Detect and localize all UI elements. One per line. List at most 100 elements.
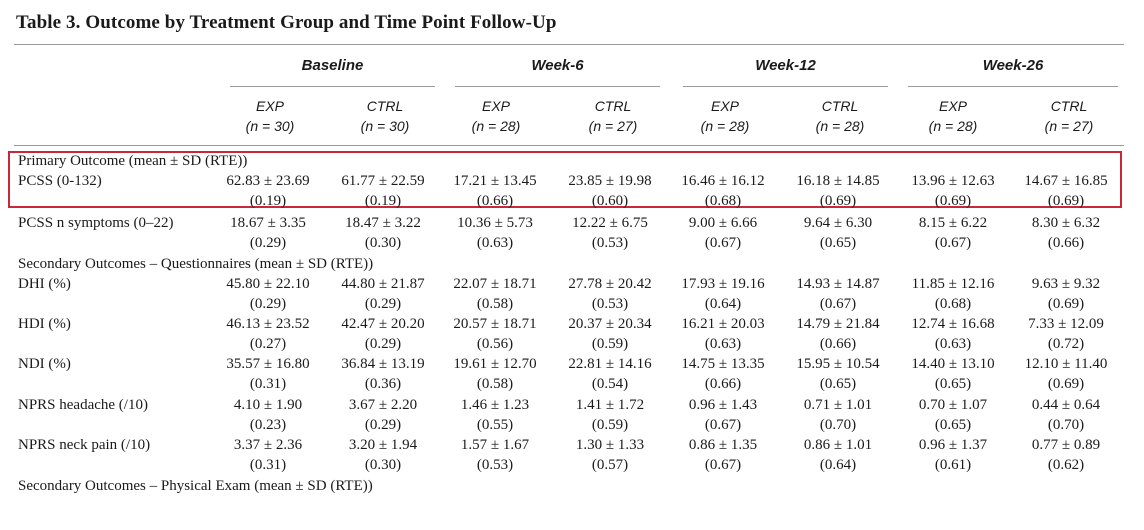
cell-rte: (0.63) [476,235,514,251]
highlight-box [8,151,1122,208]
cell-rte: (0.53) [476,457,514,473]
cell-value: 0.77 ± 0.89 [1031,437,1101,453]
cell-value: 23.85 ± 19.98 [568,173,652,189]
cell-rte: (0.36) [364,376,402,392]
cell-value: 8.30 ± 6.32 [1031,215,1101,231]
cell-value: 14.79 ± 21.84 [796,316,880,332]
cell-rte: (0.53) [591,235,629,251]
cell-rte: (0.62) [1047,457,1085,473]
cell-value: 9.64 ± 6.30 [803,215,873,231]
cell-rte: (0.65) [819,235,857,251]
cell-rte: (0.66) [476,193,514,209]
cell-rte: (0.63) [704,336,742,352]
cell-rte: (0.60) [591,193,629,209]
cell-value: 22.07 ± 18.71 [453,276,537,292]
cell-value: 1.57 ± 1.67 [460,437,530,453]
section-primary: Primary Outcome (mean ± SD (RTE)) [18,153,248,169]
cell-rte: (0.31) [249,457,287,473]
group-header-baseline: Baseline [301,57,364,74]
row-label: PCSS (0-132) [18,173,102,189]
cell-value: 16.46 ± 16.12 [681,173,765,189]
cell-value: 12.74 ± 16.68 [911,316,995,332]
cell-rte: (0.69) [1047,193,1085,209]
cell-value: 7.33 ± 12.09 [1028,316,1104,332]
cell-value: 3.67 ± 2.20 [348,397,418,413]
cell-value: 14.40 ± 13.10 [911,356,995,372]
cell-value: 9.63 ± 9.32 [1031,276,1101,292]
cell-value: 36.84 ± 13.19 [341,356,425,372]
col-header: EXP (n = 28) [700,98,750,134]
group-header-week26: Week-26 [982,57,1044,74]
section-secondary-questionnaires: Secondary Outcomes – Questionnaires (mea… [18,256,374,272]
cell-rte: (0.68) [704,193,742,209]
cell-rte: (0.19) [249,193,287,209]
row-label: NDI (%) [18,356,71,372]
cell-rte: (0.72) [1047,336,1085,352]
cell-value: 62.83 ± 23.69 [226,173,310,189]
group-rule-week12 [683,86,888,87]
cell-value: 18.67 ± 3.35 [230,215,306,231]
col-header: CTRL (n = 27) [588,98,638,134]
cell-rte: (0.54) [591,376,629,392]
group-rule-week6 [455,86,660,87]
col-header: EXP (n = 28) [928,98,978,134]
cell-value: 12.10 ± 11.40 [1024,356,1108,372]
cell-rte: (0.55) [476,417,514,433]
cell-value: 20.37 ± 20.34 [568,316,652,332]
cell-rte: (0.58) [476,376,514,392]
cell-value: 1.41 ± 1.72 [575,397,645,413]
cell-value: 45.80 ± 22.10 [226,276,310,292]
group-header-week6: Week-6 [531,57,584,74]
cell-value: 14.75 ± 13.35 [681,356,765,372]
cell-value: 42.47 ± 20.20 [341,316,425,332]
cell-value: 10.36 ± 5.73 [457,215,533,231]
cell-rte: (0.57) [591,457,629,473]
cell-rte: (0.65) [934,376,972,392]
cell-rte: (0.67) [704,457,742,473]
row-label: DHI (%) [18,276,71,292]
cell-rte: (0.69) [1047,296,1085,312]
header-rule [14,145,1124,146]
col-header: EXP (n = 28) [471,98,521,134]
cell-rte: (0.69) [819,193,857,209]
cell-value: 17.93 ± 19.16 [681,276,765,292]
col-header: CTRL (n = 28) [815,98,865,134]
cell-rte: (0.59) [591,417,629,433]
cell-rte: (0.67) [934,235,972,251]
cell-rte: (0.63) [934,336,972,352]
cell-value: 1.30 ± 1.33 [575,437,645,453]
cell-value: 16.21 ± 20.03 [681,316,765,332]
cell-value: 44.80 ± 21.87 [341,276,425,292]
group-rule-baseline [230,86,435,87]
cell-rte: (0.29) [249,235,287,251]
cell-value: 0.44 ± 0.64 [1031,397,1101,413]
cell-rte: (0.56) [476,336,514,352]
cell-value: 22.81 ± 14.16 [568,356,652,372]
col-header: CTRL (n = 27) [1044,98,1094,134]
cell-rte: (0.59) [591,336,629,352]
col-header: CTRL (n = 30) [360,98,410,134]
cell-value: 9.00 ± 6.66 [688,215,758,231]
cell-rte: (0.30) [364,235,402,251]
cell-rte: (0.67) [704,235,742,251]
cell-rte: (0.68) [934,296,972,312]
cell-value: 13.96 ± 12.63 [911,173,995,189]
cell-value: 4.10 ± 1.90 [233,397,303,413]
cell-value: 14.67 ± 16.85 [1024,173,1108,189]
cell-rte: (0.69) [934,193,972,209]
cell-value: 0.71 ± 1.01 [803,397,873,413]
top-rule [14,44,1124,45]
cell-rte: (0.64) [819,457,857,473]
cell-rte: (0.61) [934,457,972,473]
group-rule-week26 [908,86,1118,87]
cell-value: 3.20 ± 1.94 [348,437,418,453]
cell-value: 27.78 ± 20.42 [568,276,652,292]
cell-value: 12.22 ± 6.75 [572,215,648,231]
cell-rte: (0.65) [934,417,972,433]
cell-value: 19.61 ± 12.70 [453,356,537,372]
cell-rte: (0.29) [249,296,287,312]
cell-rte: (0.66) [704,376,742,392]
col-header: EXP (n = 30) [245,98,295,134]
cell-rte: (0.65) [819,376,857,392]
cell-value: 35.57 ± 16.80 [226,356,310,372]
